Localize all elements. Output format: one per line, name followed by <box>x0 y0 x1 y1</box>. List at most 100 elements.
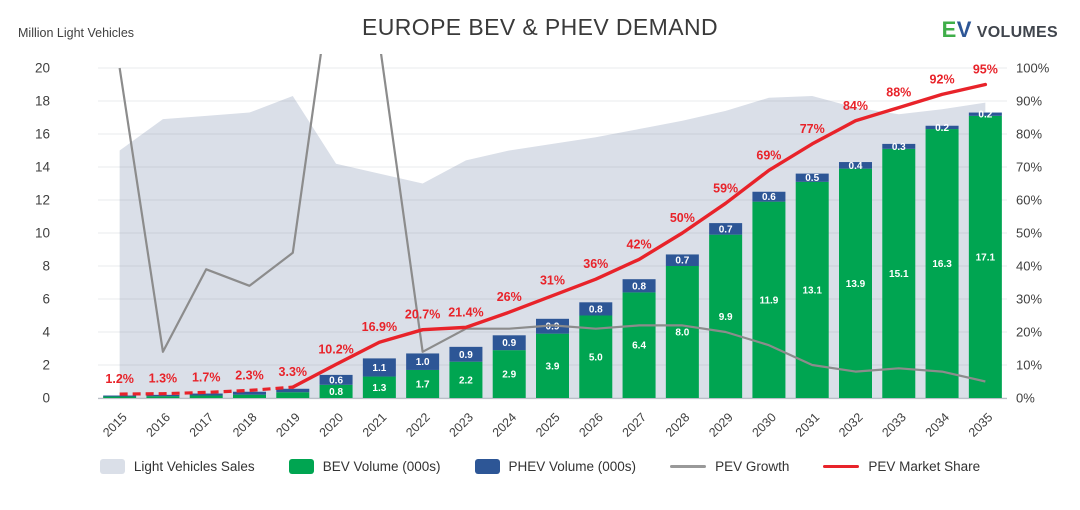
legend-label-pev-growth: PEV Growth <box>715 459 790 474</box>
phev-bar <box>709 223 743 235</box>
phev-bar <box>622 279 656 293</box>
phev-bar <box>492 335 526 351</box>
phev-bar-label: 0.3 <box>892 142 906 153</box>
year-label: 2035 <box>966 410 996 440</box>
chart-legend: Light Vehicles Sales BEV Volume (000s) PHE… <box>0 459 1080 474</box>
phev-bar-label: 1.0 <box>416 357 430 368</box>
legend-swatch-pev-growth <box>670 464 707 469</box>
bev-bar <box>276 392 310 398</box>
right-axis-tick-label: 90% <box>1016 94 1042 109</box>
market-share-label: 69% <box>756 148 781 162</box>
right-axis-tick-label: 20% <box>1016 325 1042 340</box>
year-label: 2020 <box>317 410 347 440</box>
left-axis-tick-label: 18 <box>35 94 50 109</box>
market-share-label: 88% <box>886 86 911 100</box>
bev-bar <box>839 168 872 398</box>
bev-bar <box>189 395 223 398</box>
phev-bar <box>839 162 872 169</box>
market-share-label: 84% <box>843 99 868 113</box>
year-label: 2032 <box>836 410 866 440</box>
year-label: 2028 <box>663 410 693 440</box>
phev-bar-label: 0.4 <box>849 161 863 172</box>
year-label: 2024 <box>490 410 520 440</box>
market-share-label: 1.3% <box>149 372 178 386</box>
phev-bar <box>449 346 483 362</box>
left-axis-tick-label: 4 <box>42 325 50 340</box>
bev-bar-label: 3.9 <box>546 361 560 372</box>
legend-swatch-bev-volume-000s <box>288 459 314 474</box>
bev-bar-label: 5.0 <box>589 352 603 363</box>
market-share-label: 92% <box>930 72 955 86</box>
legend-item-light-vehicles-sales: Light Vehicles Sales <box>99 459 255 474</box>
bev-bar-label: 8.0 <box>675 328 689 339</box>
year-label: 2021 <box>360 410 390 440</box>
logo-ev: EV <box>941 17 972 42</box>
legend-item-bev-volume-000s: BEV Volume (000s) <box>288 459 441 474</box>
year-label: 2015 <box>100 410 130 440</box>
bev-bar-label: 1.3 <box>372 383 386 394</box>
right-axis-tick-label: 100% <box>1016 61 1050 76</box>
right-axis-tick-label: 60% <box>1016 193 1042 208</box>
legend-item-pev-growth: PEV Growth <box>670 459 789 474</box>
ev-volumes-logo: EV VOLUMES <box>942 17 1058 43</box>
market-share-label: 10.2% <box>318 342 353 356</box>
year-label: 2017 <box>187 410 217 440</box>
market-share-label: 20.7% <box>405 308 440 322</box>
market-share-label: 95% <box>973 63 998 77</box>
year-label: 2026 <box>576 410 606 440</box>
market-share-label: 16.9% <box>362 320 397 334</box>
year-label: 2033 <box>879 410 909 440</box>
phev-bar-label: 0.7 <box>675 256 689 267</box>
left-axis-tick-label: 6 <box>42 292 50 307</box>
phev-bar <box>925 125 959 130</box>
bev-bar-label: 2.2 <box>459 375 473 386</box>
left-axis-tick-label: 10 <box>35 226 50 241</box>
phev-bar <box>579 302 613 316</box>
year-label: 2031 <box>793 410 823 440</box>
market-share-label: 21.4% <box>448 305 483 319</box>
bev-bar <box>536 333 569 398</box>
year-label: 2018 <box>230 410 260 440</box>
bev-phev-demand-chart: 0.80.61.31.11.71.02.20.92.90.93.90.95.00… <box>35 54 1050 440</box>
page-title: EUROPE BEV & PHEV DEMAND <box>362 14 718 40</box>
right-axis-tick-label: 50% <box>1016 226 1042 241</box>
bev-bar-label: 6.4 <box>632 341 646 352</box>
phev-bar <box>233 391 266 395</box>
market-share-label: 31% <box>540 274 565 288</box>
left-axis-tick-label: 16 <box>35 127 50 142</box>
market-share-label: 36% <box>583 257 608 271</box>
year-label: 2023 <box>446 410 476 440</box>
bev-bar-label: 1.7 <box>416 379 430 390</box>
bev-bar <box>449 361 483 398</box>
bev-bar <box>752 201 786 398</box>
bev-bar-label: 13.9 <box>846 279 866 290</box>
phev-bar <box>146 394 180 397</box>
bev-bar <box>925 129 959 399</box>
phev-bar <box>406 353 440 370</box>
legend-label-phev-volume-000s: PHEV Volume (000s) <box>508 459 637 474</box>
left-axis-tick-label: 2 <box>42 358 50 373</box>
right-axis-tick-label: 10% <box>1016 358 1042 373</box>
bev-bar <box>406 369 440 398</box>
phev-bar <box>665 254 699 266</box>
phev-bar <box>362 358 396 377</box>
pev-market-share-line <box>291 82 988 389</box>
left-axis-tick-label: 12 <box>35 193 50 208</box>
phev-bar-label: 0.9 <box>546 322 560 333</box>
phev-bar <box>752 191 786 202</box>
bev-bar-label: 9.9 <box>719 312 733 323</box>
market-share-label: 77% <box>800 122 825 136</box>
phev-bar <box>968 112 1002 116</box>
phev-bar-label: 0.6 <box>329 375 343 386</box>
bev-bar-label: 13.1 <box>802 285 822 296</box>
logo-volumes: VOLUMES <box>976 24 1058 41</box>
bev-bar <box>795 181 829 398</box>
bev-bar-label: 16.3 <box>932 259 952 270</box>
bev-bar <box>362 376 396 398</box>
pev-market-share-line-dashed <box>119 385 293 396</box>
phev-bar-label: 0.2 <box>978 110 992 121</box>
bev-bar-label: 11.9 <box>759 295 778 306</box>
phev-bar-label: 0.5 <box>805 173 819 184</box>
right-axis-tick-label: 40% <box>1016 259 1042 274</box>
market-share-label: 26% <box>497 290 522 304</box>
